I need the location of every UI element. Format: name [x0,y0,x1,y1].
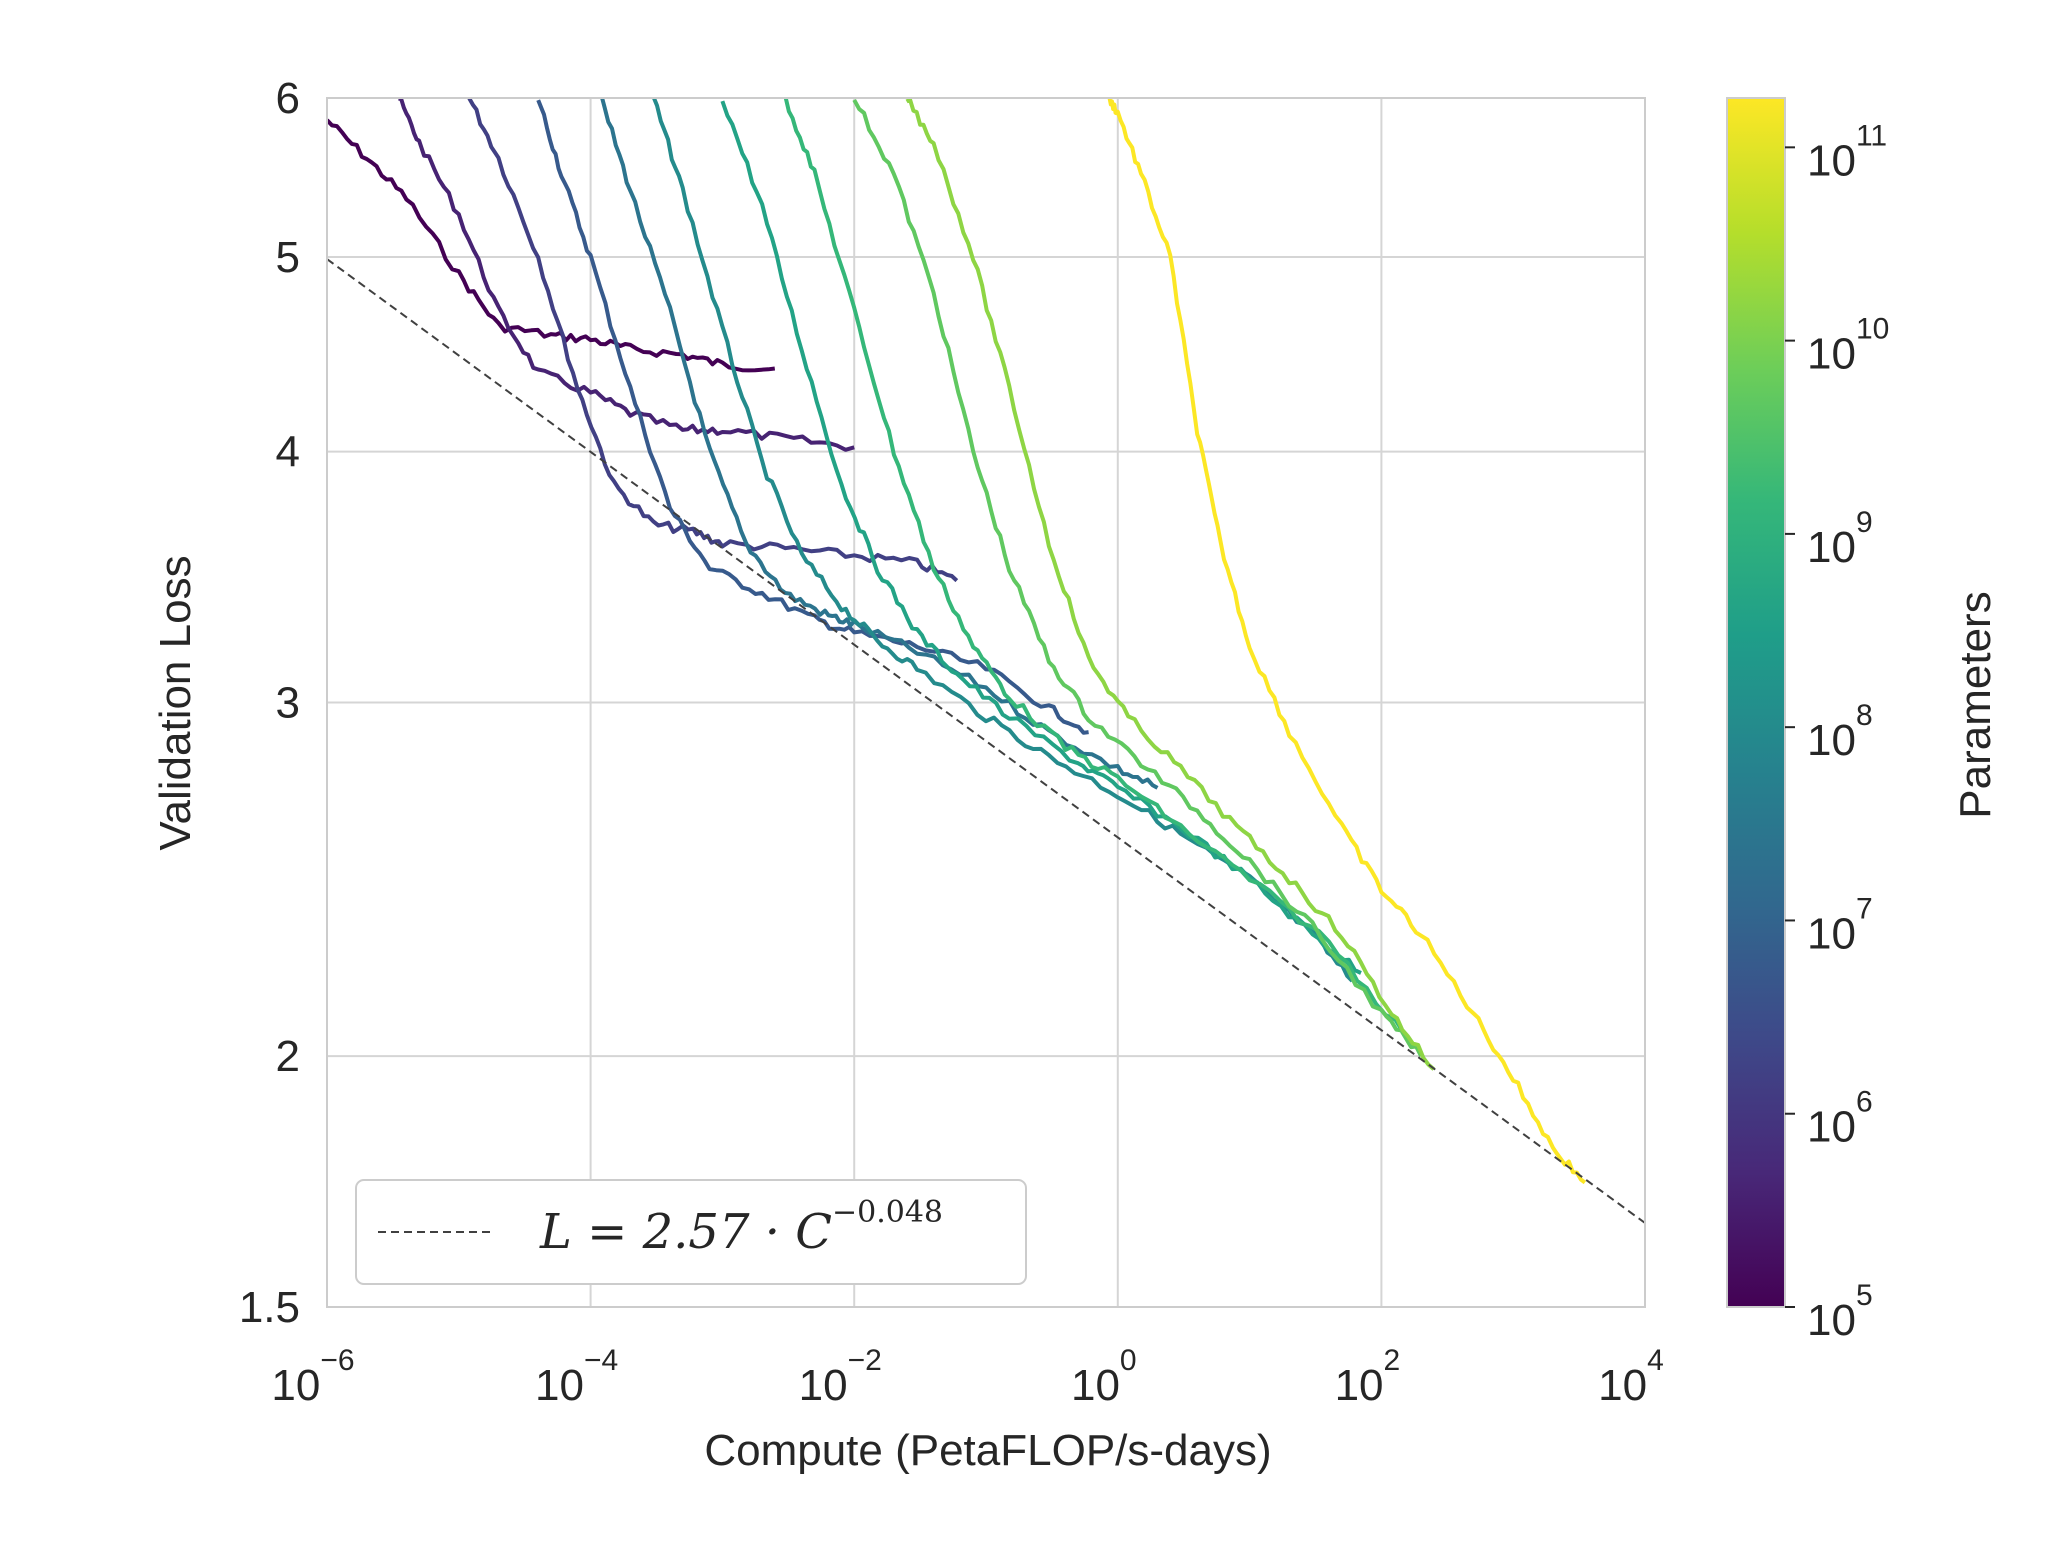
y-tick-label-4: 5 [276,233,300,282]
y-tick-label-5: 6 [276,74,300,123]
series-line-8 [852,98,1423,1058]
plot-frame [326,97,1646,1308]
legend: L = 2.57 · C−0.048 [355,1179,1027,1285]
series-line-10 [1107,98,1587,1185]
colorbar-tick-label-0: 105 [1807,1279,1873,1345]
series-line-9 [905,98,1436,1071]
colorbar-tick-label-6: 1011 [1807,119,1887,185]
series-line-2 [467,98,959,583]
series-line-0 [327,118,776,373]
y-tick-label-2: 3 [276,679,300,728]
series-line-1 [398,98,855,452]
x-tick-label-1: 10−4 [535,1344,618,1410]
colorbar: 105 106 107 108 109 1010 1011 [1726,97,1889,1345]
y-tick-label-3: 4 [276,428,300,477]
series-line-3 [536,99,1089,735]
x-tick-label-3: 100 [1071,1344,1137,1410]
legend-label: L = 2.57 · C−0.048 [539,1195,943,1260]
y-tick-label-1: 2 [276,1032,300,1081]
colorbar-frame [1726,97,1786,1308]
colorbar-tick-label-5: 1010 [1807,313,1889,379]
colorbar-gradient [1727,98,1785,1307]
x-axis-title: Compute (PetaFLOP/s-days) [704,1426,1271,1475]
colorbar-tick-label-4: 109 [1807,506,1873,572]
x-tick-label-4: 102 [1335,1344,1401,1410]
series-line-7 [783,98,1407,1036]
colorbar-title: Parameters [1951,591,2000,818]
colorbar-tick-label-2: 107 [1807,892,1873,958]
colorbar-tick-label-1: 106 [1807,1086,1873,1152]
x-tick-label-5: 104 [1598,1344,1664,1410]
colorbar-tick-label-3: 108 [1807,699,1873,765]
legend-box [355,1179,1027,1285]
x-tick-label-0: 10−6 [271,1344,354,1410]
y-tick-label-0: 1.5 [239,1283,300,1332]
x-tick-label-2: 10−2 [799,1344,882,1410]
legend-label-exp: −0.048 [832,1195,943,1230]
y-axis-title: Validation Loss [151,555,200,850]
legend-label-main: L = 2.57 · C [539,1204,832,1260]
